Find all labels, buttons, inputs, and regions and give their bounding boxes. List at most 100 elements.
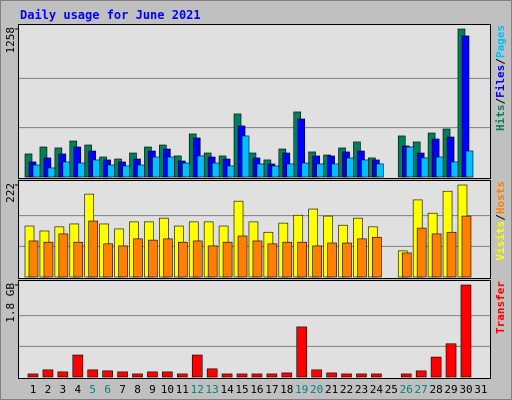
bar <box>196 155 205 178</box>
x-tick-label: 5 <box>89 383 96 396</box>
bar <box>296 326 308 378</box>
bar <box>236 373 248 378</box>
x-tick-label: 3 <box>60 383 67 396</box>
bar <box>162 371 173 378</box>
bar <box>107 164 115 178</box>
x-tick-label: 17 <box>265 383 278 396</box>
y-tick-label: 1.8 GB <box>4 283 17 323</box>
bar <box>266 373 278 378</box>
bar <box>73 241 84 278</box>
legend: Transfer <box>494 281 507 334</box>
x-tick-label: 19 <box>295 383 308 396</box>
x-tick-label: 22 <box>340 383 353 396</box>
bar <box>405 146 414 178</box>
bar <box>192 240 203 278</box>
x-tick-label: 29 <box>444 383 457 396</box>
bar <box>326 372 337 378</box>
bar <box>73 146 82 178</box>
bar <box>446 136 455 178</box>
bar <box>252 240 263 278</box>
x-tick-label: 12 <box>191 383 204 396</box>
bar <box>267 243 278 278</box>
x-tick-label: 10 <box>161 383 174 396</box>
bar <box>43 157 52 178</box>
bar <box>446 231 457 278</box>
bar <box>182 162 190 178</box>
bar <box>87 369 99 378</box>
bar <box>132 373 143 378</box>
bar <box>47 167 56 178</box>
bar <box>342 242 352 278</box>
legend-separator: / <box>494 58 507 65</box>
bar <box>177 373 188 378</box>
x-tick-label: 16 <box>250 383 263 396</box>
bar <box>461 215 472 278</box>
legend: Hits/Files/Pages <box>494 25 507 131</box>
bar <box>147 371 158 378</box>
x-tick-label: 8 <box>134 383 141 396</box>
x-tick-label: 2 <box>45 383 52 396</box>
bar <box>207 245 218 278</box>
bar <box>460 284 472 378</box>
bar <box>32 164 41 178</box>
bar <box>43 241 54 278</box>
legend-entry: Hosts <box>494 181 507 214</box>
bar <box>27 373 39 378</box>
bar <box>372 236 382 278</box>
x-tick-label: 7 <box>119 383 126 396</box>
bar <box>316 163 324 178</box>
bar <box>461 35 470 178</box>
bar <box>58 233 69 278</box>
x-tick-label: 20 <box>310 383 323 396</box>
panel-frame <box>18 280 491 379</box>
bar <box>221 373 233 378</box>
bar <box>415 370 427 378</box>
bar <box>133 238 143 278</box>
x-tick-label: 15 <box>235 383 248 396</box>
legend-entry: Pages <box>494 25 507 58</box>
x-tick-label: 23 <box>355 383 368 396</box>
bar <box>400 373 412 378</box>
y-tick-label: 1258 <box>4 27 17 54</box>
bar <box>241 135 250 178</box>
bar <box>297 118 306 178</box>
bar <box>435 156 444 178</box>
bar <box>152 156 160 178</box>
bar <box>430 356 442 378</box>
bar <box>327 242 337 278</box>
x-tick-label: 26 <box>400 383 413 396</box>
bar <box>312 245 322 278</box>
bar <box>77 162 86 178</box>
x-tick-label: 9 <box>149 383 156 396</box>
bar <box>118 245 128 278</box>
legend: Visits/Hosts <box>494 181 507 261</box>
x-tick-label: 11 <box>176 383 189 396</box>
bar <box>297 241 308 278</box>
bar <box>420 157 429 178</box>
bar <box>148 239 158 278</box>
bar <box>450 161 459 178</box>
bar <box>341 373 352 378</box>
bar <box>376 163 384 178</box>
legend-entry: Visits <box>494 221 507 261</box>
bar <box>178 241 188 278</box>
bar <box>42 369 54 378</box>
bar <box>286 163 295 178</box>
bar <box>237 235 248 278</box>
x-tick-label: 30 <box>459 383 472 396</box>
x-tick-label: 6 <box>104 383 111 396</box>
bar <box>211 162 220 178</box>
bar <box>251 373 263 378</box>
bar <box>357 238 367 278</box>
bar <box>256 163 265 178</box>
bar <box>103 243 113 278</box>
y-tick-label: 222 <box>4 183 17 203</box>
bar <box>117 371 128 378</box>
bar <box>167 156 175 178</box>
bar <box>271 165 280 178</box>
bar <box>311 369 322 378</box>
x-tick-label: 28 <box>429 383 442 396</box>
bar <box>88 220 99 278</box>
bar <box>401 252 412 278</box>
